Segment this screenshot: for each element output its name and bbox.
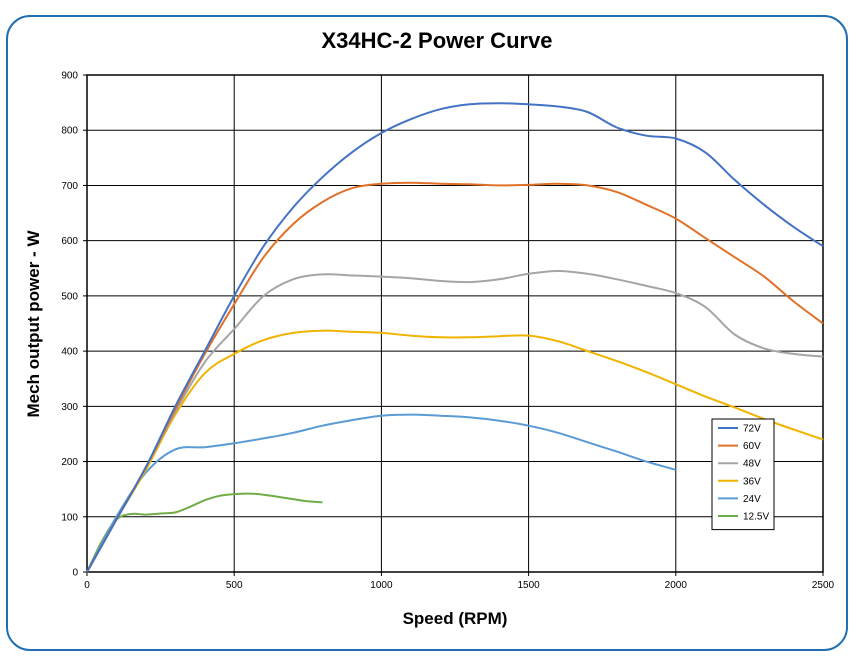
x-axis-title: Speed (RPM) — [403, 609, 508, 628]
chart-title: X34HC-2 Power Curve — [321, 28, 552, 53]
y-tick-label: 700 — [61, 181, 78, 192]
y-tick-label: 900 — [61, 71, 78, 82]
grid-lines — [87, 75, 823, 572]
series-lines — [86, 102, 824, 573]
y-tick-label: 600 — [61, 236, 78, 247]
legend-label: 24V — [743, 494, 761, 505]
y-tick-label: 800 — [61, 126, 78, 137]
y-tick-label: 500 — [61, 291, 78, 302]
x-axis-ticks: 0 500 1000 1500 2000 2500 — [84, 572, 835, 591]
legend-label: 48V — [743, 459, 761, 470]
x-tick-label: 1500 — [517, 580, 540, 591]
x-tick-label: 1000 — [370, 580, 393, 591]
series-line-24v — [86, 413, 677, 573]
legend-label: 36V — [743, 476, 761, 487]
series-line-12-5v — [86, 492, 323, 573]
y-tick-label: 300 — [61, 402, 78, 413]
y-axis-title: Mech output power - W — [24, 230, 43, 418]
y-axis-ticks: 0 100 200 300 400 500 600 700 800 900 — [61, 71, 87, 579]
series-line-48v — [86, 270, 824, 573]
legend-label: 72V — [743, 424, 761, 435]
y-tick-label: 0 — [72, 568, 78, 579]
y-tick-label: 100 — [61, 512, 78, 523]
x-tick-label: 500 — [226, 580, 243, 591]
legend: 72V 60V 48V 36V 24V 12.5V — [711, 418, 775, 531]
x-tick-label: 0 — [84, 580, 90, 591]
legend-label: 12.5V — [743, 512, 769, 523]
y-tick-label: 400 — [61, 347, 78, 358]
series-line-60v — [86, 181, 824, 573]
legend-box — [711, 418, 775, 531]
legend-label: 60V — [743, 441, 761, 452]
x-tick-label: 2000 — [665, 580, 688, 591]
series-line-36v — [86, 329, 824, 573]
series-line-72v — [86, 102, 824, 573]
y-tick-label: 200 — [61, 457, 78, 468]
plot-area — [87, 75, 823, 572]
x-tick-label: 2500 — [812, 580, 835, 591]
